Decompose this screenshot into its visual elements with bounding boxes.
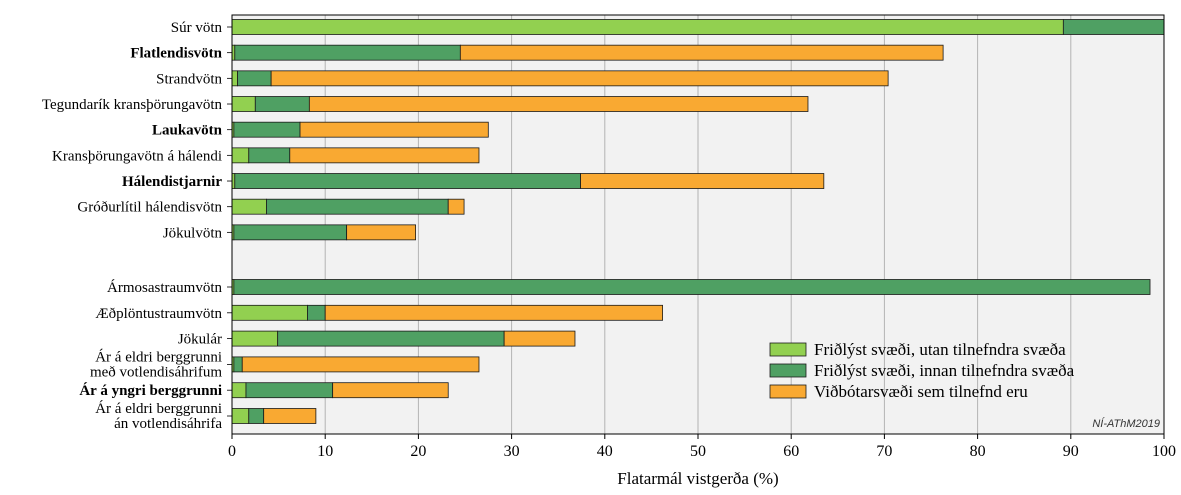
x-tick-label: 50 <box>690 443 706 460</box>
x-tick-label: 40 <box>597 443 613 460</box>
legend: Friðlýst svæði, utan tilnefndra svæða Fri… <box>769 340 1075 401</box>
x-tick-label: 60 <box>783 443 799 460</box>
bar-segment <box>277 330 505 347</box>
bars <box>231 19 1165 424</box>
category-label: Laukavötn <box>152 123 223 139</box>
bar-segment <box>254 96 310 112</box>
bar-segment <box>245 382 334 399</box>
bar-segment <box>233 279 1151 295</box>
bar-segment <box>231 382 247 399</box>
x-tick-label: 70 <box>876 443 892 460</box>
x-tick-label: 20 <box>410 443 426 460</box>
bar-segment <box>307 304 326 321</box>
bar-segment <box>234 44 461 61</box>
category-label: án votlendisáhrifa <box>114 416 222 432</box>
bar-segment <box>248 147 291 164</box>
bar-segment <box>231 96 256 112</box>
bar-segment <box>1062 19 1165 35</box>
x-tick-label: 90 <box>1063 443 1079 460</box>
bar-segment <box>233 121 301 138</box>
bar-segment <box>308 96 809 112</box>
category-label: Ármosastraumvötn <box>107 279 222 296</box>
category-label: með votlendisáhrifum <box>90 364 222 380</box>
x-axis: 0 10 20 30 40 50 60 70 80 90 100 <box>228 434 1176 460</box>
x-tick-label: 80 <box>970 443 986 460</box>
x-tick-label: 30 <box>504 443 520 460</box>
category-label: Ár á eldri berggrunni <box>95 400 222 417</box>
legend-swatch <box>769 363 807 378</box>
legend-swatch <box>769 342 807 357</box>
bar-segment <box>241 356 480 373</box>
category-label: Æðplöntustraumvötn <box>95 306 222 322</box>
bar-segment <box>580 173 825 189</box>
bar-segment <box>447 198 465 215</box>
category-label: Kransþörungavötn á hálendi <box>52 148 222 164</box>
legend-label: Friðlýst svæði, innan tilnefndra svæða <box>814 361 1075 380</box>
bar-segment <box>231 330 279 347</box>
category-label: Ár á eldri berggrunni <box>95 348 222 365</box>
bar-segment <box>270 70 889 87</box>
category-label: Gróðurlítil hálendisvötn <box>77 200 222 216</box>
bar-segment <box>324 304 663 321</box>
bar-segment <box>299 121 489 138</box>
bar-segment <box>234 173 581 189</box>
bar-segment <box>459 44 944 61</box>
category-label: Ár á yngri berggrunni <box>79 382 222 399</box>
bar-segment <box>332 382 449 399</box>
bar-segment <box>248 408 265 424</box>
bar-segment <box>266 198 449 215</box>
x-tick-label: 10 <box>317 443 333 460</box>
category-label: Jökulvötn <box>163 225 223 241</box>
category-label: Súr vötn <box>171 20 223 36</box>
bar-segment <box>231 70 238 87</box>
category-label: Strandvötn <box>156 71 222 87</box>
legend-label: Friðlýst svæði, utan tilnefndra svæða <box>814 340 1066 359</box>
bar-segment <box>233 356 243 373</box>
bar-segment <box>346 224 417 241</box>
x-tick-label: 0 <box>228 443 236 460</box>
category-label: Flatlendisvötn <box>130 46 222 62</box>
bar-segment <box>263 408 317 424</box>
bar-segment <box>231 408 250 424</box>
legend-label: Viðbótarsvæði sem tilnefnd eru <box>814 382 1028 401</box>
bar-segment <box>231 198 267 215</box>
category-labels: Súr vötn Flatlendisvötn Strandvötn Tegundar… <box>42 20 232 432</box>
legend-swatch <box>769 384 807 399</box>
bar-segment <box>237 70 272 87</box>
category-label: Hálendistjarnir <box>122 174 222 190</box>
bar-segment <box>231 147 250 164</box>
bar-segment <box>231 19 1064 35</box>
category-label: Jökulár <box>178 332 222 348</box>
bar-segment <box>289 147 480 164</box>
watermark-text: NÍ-AThM2019 <box>1092 417 1160 430</box>
bar-segment <box>231 304 308 321</box>
bar-segment <box>233 224 348 241</box>
category-label: Tegundarík kransþörungavötn <box>42 97 223 113</box>
bar-segment <box>503 330 576 347</box>
x-tick-label: 100 <box>1152 443 1176 460</box>
x-axis-title: Flatarmál vistgerða (%) <box>617 469 778 488</box>
